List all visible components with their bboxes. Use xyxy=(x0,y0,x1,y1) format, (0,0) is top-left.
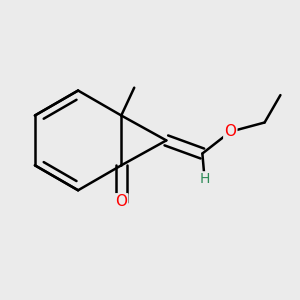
Text: O: O xyxy=(115,194,127,209)
Text: O: O xyxy=(224,124,236,139)
Text: H: H xyxy=(200,172,210,186)
